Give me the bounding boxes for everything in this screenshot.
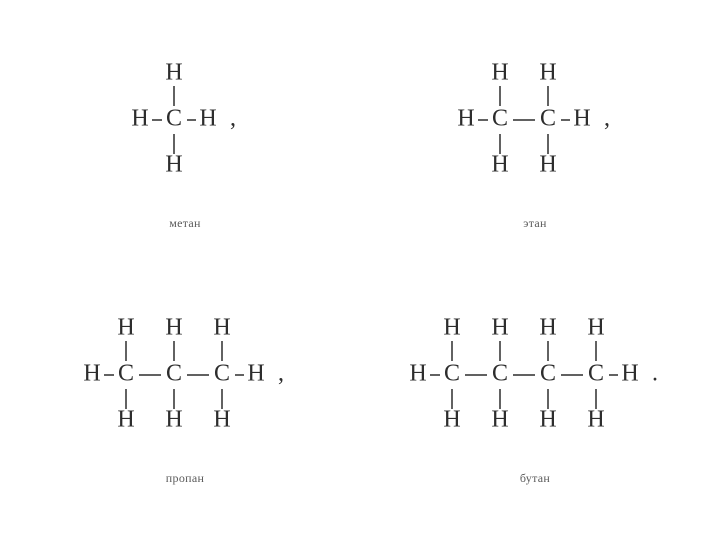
svg-text:H: H [587, 314, 604, 340]
svg-text:H: H [117, 406, 134, 432]
cell-propane: HCHHCHHCHHH, пропан [30, 275, 340, 500]
svg-text:C: C [540, 360, 556, 386]
svg-text:C: C [166, 105, 182, 131]
svg-text:C: C [492, 360, 508, 386]
label-butane: бутан [520, 471, 550, 486]
svg-text:H: H [131, 105, 148, 131]
svg-text:H: H [213, 314, 230, 340]
label-methane: метан [169, 216, 201, 231]
structure-methane: HCHHH, [120, 35, 250, 210]
svg-text:H: H [491, 59, 508, 85]
svg-text:H: H [539, 314, 556, 340]
page: HCHHH, метан HCHHCHHH, этан HCHHCHHCHHH,… [0, 0, 720, 540]
svg-text:C: C [540, 105, 556, 131]
svg-text:,: , [604, 105, 610, 131]
svg-text:H: H [409, 360, 426, 386]
svg-text:H: H [165, 314, 182, 340]
svg-text:C: C [444, 360, 460, 386]
svg-text:H: H [621, 360, 638, 386]
svg-text:H: H [443, 406, 460, 432]
svg-text:H: H [83, 360, 100, 386]
label-propane: пропан [166, 471, 204, 486]
svg-text:C: C [166, 360, 182, 386]
structure-ethane: HCHHCHHH, [446, 35, 624, 210]
svg-text:H: H [165, 151, 182, 177]
structure-butane: HCHHCHHCHHCHHH. [398, 290, 672, 465]
svg-text:H: H [247, 360, 264, 386]
svg-text:H: H [539, 59, 556, 85]
svg-text:,: , [278, 360, 284, 386]
svg-text:C: C [214, 360, 230, 386]
svg-text:H: H [165, 59, 182, 85]
label-ethane: этан [523, 216, 547, 231]
svg-text:H: H [457, 105, 474, 131]
svg-text:H: H [117, 314, 134, 340]
svg-text:H: H [213, 406, 230, 432]
cell-methane: HCHHH, метан [30, 20, 340, 245]
cell-ethane: HCHHCHHH, этан [380, 20, 690, 245]
svg-text:H: H [491, 406, 508, 432]
svg-text:H: H [199, 105, 216, 131]
svg-text:,: , [230, 105, 236, 131]
svg-text:C: C [118, 360, 134, 386]
svg-text:H: H [491, 314, 508, 340]
svg-text:H: H [573, 105, 590, 131]
molecule-grid: HCHHH, метан HCHHCHHH, этан HCHHCHHCHHH,… [0, 0, 720, 540]
svg-text:H: H [165, 406, 182, 432]
svg-text:C: C [588, 360, 604, 386]
svg-text:.: . [652, 360, 658, 386]
svg-text:H: H [539, 151, 556, 177]
svg-text:H: H [587, 406, 604, 432]
svg-text:H: H [539, 406, 556, 432]
svg-text:H: H [491, 151, 508, 177]
structure-propane: HCHHCHHCHHH, [72, 290, 298, 465]
cell-butane: HCHHCHHCHHCHHH. бутан [380, 275, 690, 500]
svg-text:C: C [492, 105, 508, 131]
svg-text:H: H [443, 314, 460, 340]
